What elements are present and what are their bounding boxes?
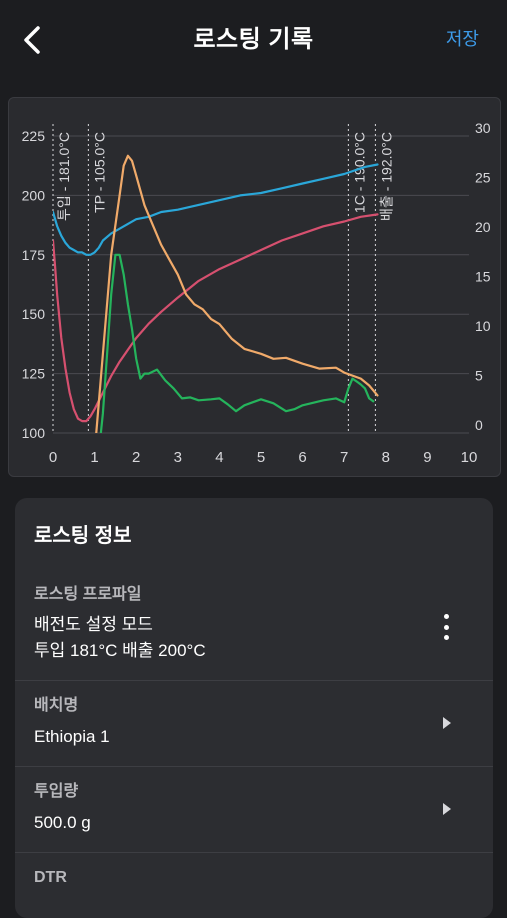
- x-tick-label: 9: [423, 449, 431, 466]
- y-tick-label-left: 225: [22, 128, 46, 144]
- amount-row[interactable]: 투입량 500.0 g: [15, 767, 493, 853]
- page-title: 로스팅 기록: [193, 26, 314, 53]
- profile-row[interactable]: 로스팅 프로파일 배전도 설정 모드 투입 181°C 배출 200°C: [15, 568, 493, 681]
- back-button[interactable]: [14, 22, 50, 58]
- chevron-left-icon: [24, 26, 40, 54]
- amount-value: 500.0 g: [34, 813, 91, 832]
- y-tick-label-left: 125: [22, 366, 46, 382]
- profile-temp-value: 투입 181°C 배출 200°C: [34, 641, 206, 660]
- y-tick-label-right: 30: [475, 120, 491, 136]
- profile-label: 로스팅 프로파일: [34, 586, 142, 603]
- header-bar: 로스팅 기록 저장: [0, 0, 507, 80]
- batch-label: 배치명: [34, 697, 79, 714]
- x-tick-label: 0: [49, 449, 57, 466]
- y-tick-label-right: 0: [475, 417, 483, 433]
- series-line: [95, 154, 379, 433]
- y-tick-label-right: 25: [475, 170, 491, 186]
- roast-info-card: 로스팅 정보 로스팅 프로파일 배전도 설정 모드 투입 181°C 배출 20…: [15, 498, 493, 918]
- y-tick-label-right: 15: [475, 269, 491, 285]
- batch-row[interactable]: 배치명 Ethiopia 1: [15, 681, 493, 767]
- series-line: [53, 163, 379, 256]
- dtr-label: DTR: [34, 869, 67, 886]
- y-tick-label-right: 20: [475, 219, 491, 235]
- roast-chart-svg: 100 125 150 175 200 225 0 5 10 15 20 25 30 0 1 2 3 4 5 6 7 8 9…: [22, 120, 491, 466]
- batch-value: Ethiopia 1: [34, 727, 110, 746]
- x-tick-label: 1: [90, 449, 98, 466]
- y-tick-label-right: 5: [475, 368, 483, 384]
- roast-chart: 100 125 150 175 200 225 0 5 10 15 20 25 30 0 1 2 3 4 5 6 7 8 9…: [8, 97, 501, 477]
- dtr-row[interactable]: DTR: [15, 853, 493, 918]
- y-tick-label-left: 150: [22, 306, 46, 322]
- x-tick-label: 6: [298, 449, 306, 466]
- event-marker-label: 투입 - 181.0°C: [56, 132, 72, 221]
- y-tick-label-left: 175: [22, 247, 46, 263]
- x-tick-label: 5: [257, 449, 265, 466]
- series-line: [53, 213, 379, 423]
- more-vertical-icon[interactable]: [439, 614, 453, 640]
- y-tick-label-left: 100: [22, 425, 46, 441]
- x-tick-label: 4: [215, 449, 223, 466]
- amount-label: 투입량: [34, 783, 79, 800]
- y-tick-label-left: 200: [22, 187, 46, 203]
- profile-mode-value: 배전도 설정 모드: [34, 615, 153, 634]
- event-marker-label: TP - 105.0°C: [91, 132, 107, 213]
- event-marker-label: 1C - 190.0°C: [351, 132, 367, 213]
- x-tick-label: 2: [132, 449, 140, 466]
- x-tick-label: 8: [382, 449, 390, 466]
- roast-info-title: 로스팅 정보: [34, 525, 132, 547]
- event-marker-label: 배출 - 192.0°C: [378, 132, 394, 221]
- series-line: [99, 253, 375, 433]
- save-button[interactable]: 저장: [445, 29, 479, 49]
- y-tick-label-right: 10: [475, 318, 491, 334]
- x-tick-label: 7: [340, 449, 348, 466]
- x-tick-label: 10: [461, 449, 478, 466]
- chevron-right-icon: [443, 717, 451, 729]
- chevron-right-icon: [443, 803, 451, 815]
- x-tick-label: 3: [174, 449, 182, 466]
